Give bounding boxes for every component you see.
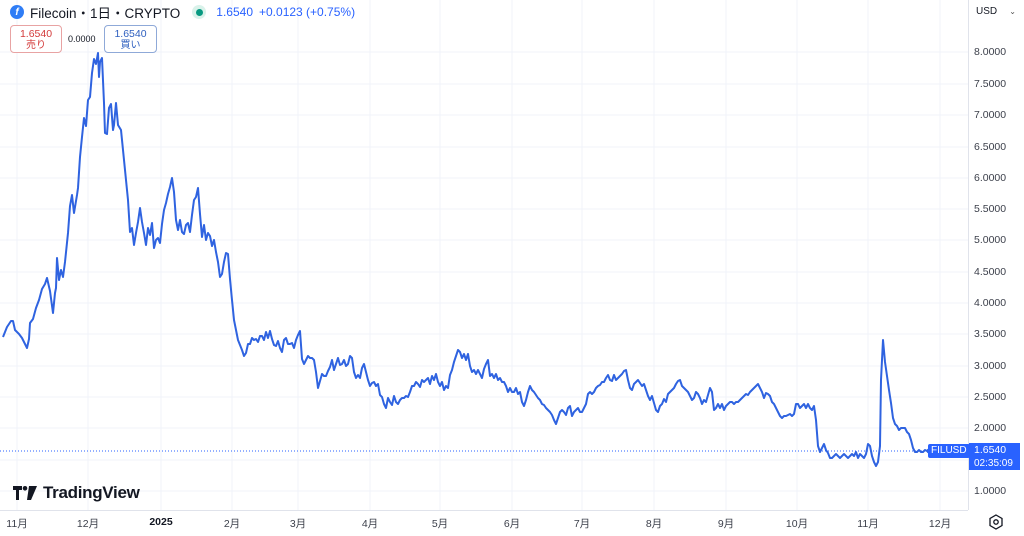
last-price-label: 1.6540 02:35:09 <box>969 443 1020 470</box>
sell-price: 1.6540 <box>19 28 53 40</box>
sell-button[interactable]: 1.6540 売り <box>10 25 62 53</box>
symbol-price-tag: FILUSD <box>928 444 970 458</box>
x-axis-label: 12月 <box>928 518 952 530</box>
x-axis-label: 4月 <box>361 518 379 530</box>
x-axis-label: 5月 <box>431 518 449 530</box>
currency-selector[interactable]: USD ⌄ <box>972 3 1020 21</box>
buy-label: 買い <box>120 40 141 51</box>
logo-text: TradingView <box>43 483 140 502</box>
y-axis-label: 3.5000 <box>974 328 1007 340</box>
tradingview-logo[interactable]: TradingView <box>13 483 140 503</box>
x-axis-label: 2月 <box>223 518 241 530</box>
header-price: 1.6540 <box>216 5 253 19</box>
price-line <box>2 52 929 467</box>
buy-button[interactable]: 1.6540 買い <box>104 25 157 53</box>
chart-settings-icon[interactable] <box>988 514 1004 530</box>
price-axis[interactable] <box>968 0 1024 510</box>
y-axis-label: 1.0000 <box>974 485 1007 497</box>
y-axis-label: 3.0000 <box>974 360 1007 372</box>
x-axis-label: 3月 <box>289 518 307 530</box>
filecoin-logo-icon: f <box>10 5 24 19</box>
x-axis-label-year: 2025 <box>149 516 173 528</box>
sell-label: 売り <box>26 40 46 51</box>
chart-header: f Filecoin・1日・CRYPTO 1.6540 +0.0123 (+0.… <box>10 2 355 22</box>
y-axis-label: 5.0000 <box>974 234 1007 246</box>
x-axis-label: 8月 <box>645 518 663 530</box>
x-axis-label: 7月 <box>573 518 591 530</box>
market-status-icon <box>192 5 207 19</box>
y-axis-label: 2.0000 <box>974 422 1007 434</box>
symbol-title[interactable]: Filecoin・1日・CRYPTO <box>30 6 181 21</box>
y-axis-label: 7.0000 <box>974 109 1007 121</box>
y-axis-label: 6.0000 <box>974 172 1007 184</box>
bar-countdown: 02:35:09 <box>974 458 1013 469</box>
y-axis-label: 5.5000 <box>974 203 1007 215</box>
tradingview-logo-icon <box>13 486 37 500</box>
currency-label: USD <box>976 6 998 17</box>
last-price-value: 1.6540 <box>974 444 1007 456</box>
y-axis-label: 2.5000 <box>974 391 1007 403</box>
x-axis-label: 11月 <box>857 518 879 530</box>
time-axis[interactable] <box>0 510 968 536</box>
chart-plot-area[interactable] <box>0 0 968 510</box>
header-change: +0.0123 (+0.75%) <box>259 5 356 19</box>
buy-price: 1.6540 <box>114 28 147 40</box>
x-axis-label: 6月 <box>503 518 521 530</box>
x-axis-label: 10月 <box>785 518 809 530</box>
y-axis-label: 6.5000 <box>974 141 1007 153</box>
gridlines <box>0 0 968 510</box>
x-axis-label: 12月 <box>76 518 100 530</box>
y-axis-label: 7.5000 <box>974 78 1007 90</box>
x-axis-label: 11月 <box>6 518 28 530</box>
price-chart[interactable] <box>0 0 968 510</box>
live-dot-icon <box>195 8 203 16</box>
y-axis-label: 4.5000 <box>974 266 1007 278</box>
chevron-down-icon: ⌄ <box>1009 7 1016 16</box>
y-axis-label: 4.0000 <box>974 297 1007 309</box>
spread-value: 0.0000 <box>68 34 96 44</box>
x-axis-label: 9月 <box>717 518 735 530</box>
y-axis-label: 8.0000 <box>974 46 1007 58</box>
